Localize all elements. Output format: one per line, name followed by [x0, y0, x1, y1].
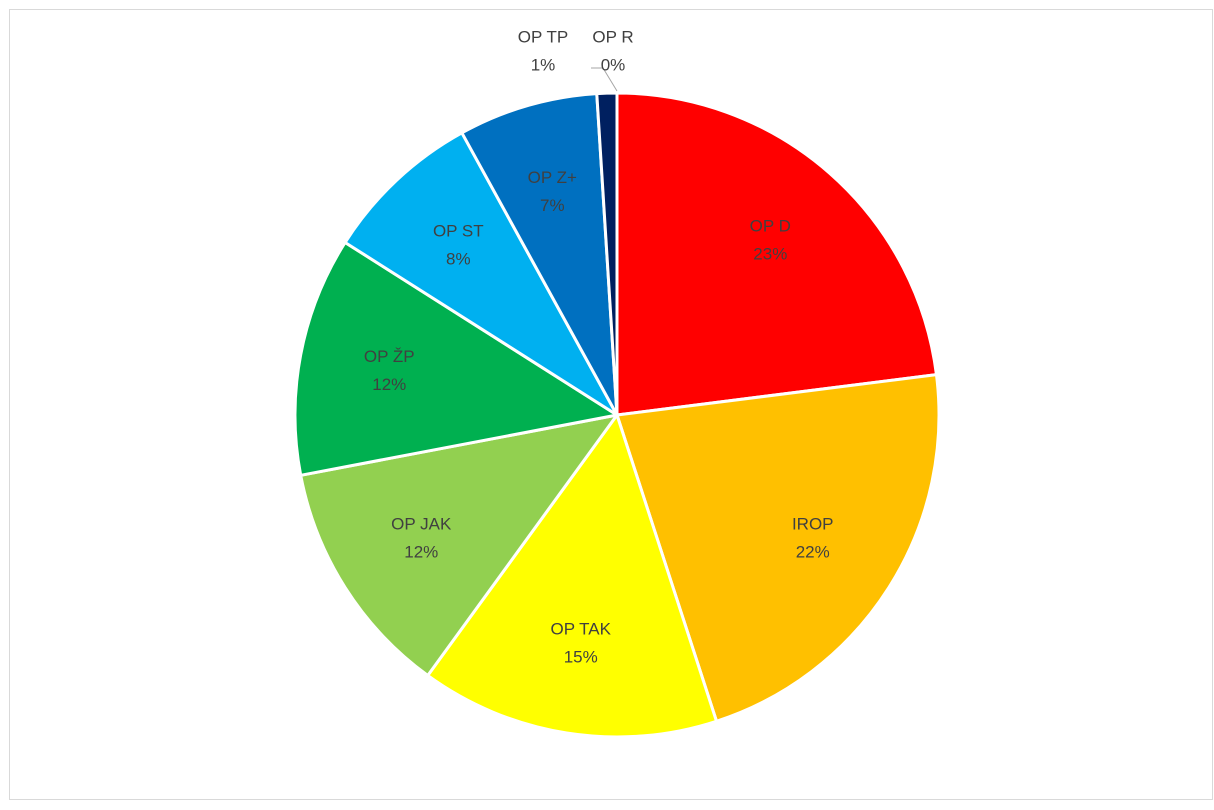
slice-value: 12%	[372, 375, 406, 394]
pie-slice	[343, 131, 619, 417]
slice-value: 15%	[564, 647, 598, 666]
slice-value: 8%	[446, 249, 471, 268]
slice-label: OP Z+	[528, 168, 577, 187]
slice-label: IROP	[792, 515, 834, 534]
slice-label: OP TP	[518, 27, 568, 46]
slice-label: OP ST	[433, 221, 484, 240]
slice-value: 23%	[753, 245, 787, 264]
pie-slice	[299, 413, 619, 678]
slice-label: OP D	[750, 217, 791, 236]
pie-slice	[615, 91, 938, 417]
pie-slice	[615, 373, 941, 723]
pie-slice	[460, 92, 619, 417]
slice-value: 0%	[601, 55, 626, 74]
slice-label: OP R	[592, 27, 633, 46]
slice-label: OP TAK	[550, 619, 611, 638]
slice-value: 7%	[540, 196, 565, 215]
pie-slice	[426, 413, 719, 739]
pie-slice	[293, 240, 619, 477]
slice-value: 12%	[404, 543, 438, 562]
leader-line	[591, 67, 618, 92]
slice-label: OP JAK	[391, 515, 452, 534]
slice-value: 1%	[531, 55, 556, 74]
slice-label: OP ŽP	[364, 347, 415, 366]
slice-value: 22%	[796, 543, 830, 562]
